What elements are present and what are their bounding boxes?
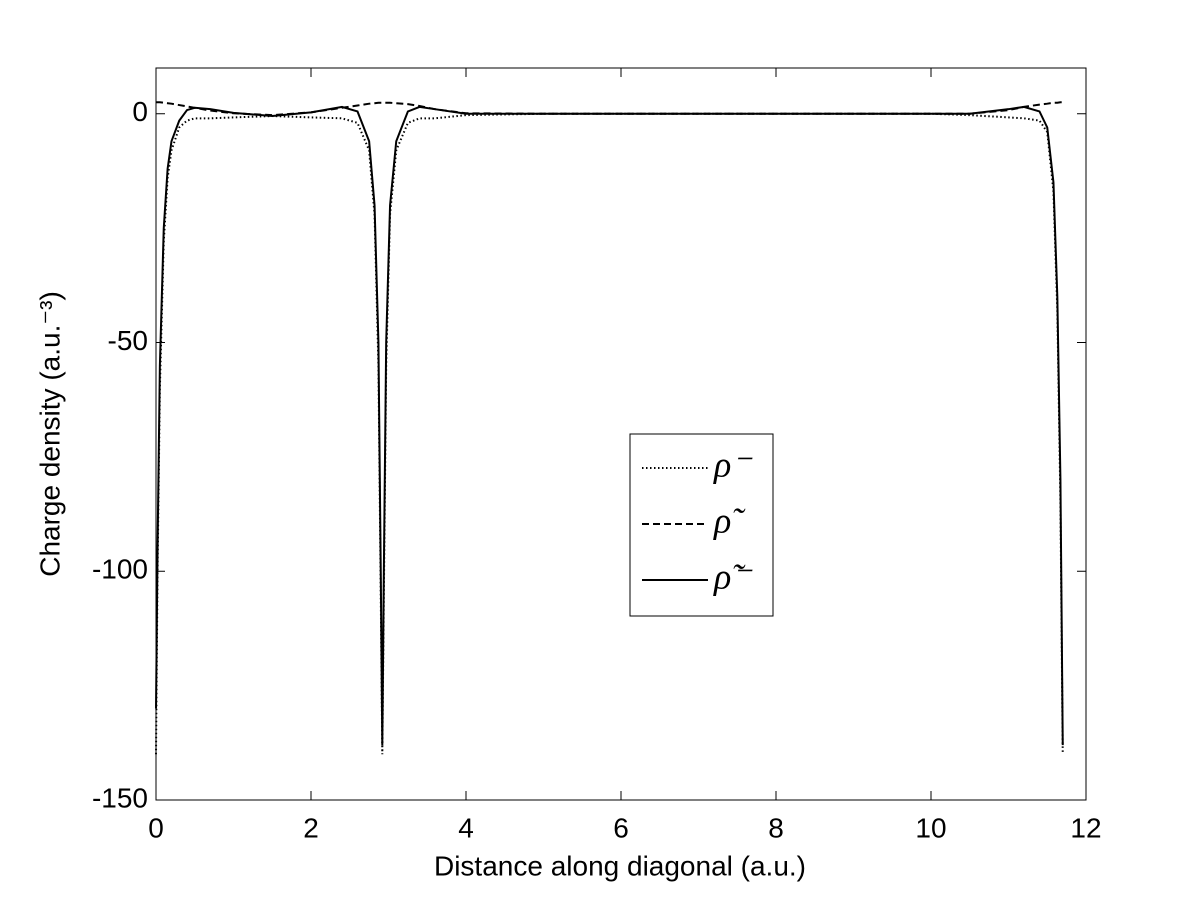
legend-label: ρ̃⁻ <box>713 556 753 596</box>
x-tick-label: 8 <box>768 812 784 843</box>
data-line <box>156 101 1063 117</box>
legend-label: ρ⁻ <box>713 444 753 484</box>
x-tick-label: 10 <box>915 812 946 843</box>
y-tick-label: -100 <box>92 554 148 585</box>
x-tick-label: 6 <box>613 812 629 843</box>
x-tick-label: 12 <box>1070 812 1101 843</box>
y-tick-label: 0 <box>132 96 148 127</box>
x-axis-label: Distance along diagonal (a.u.) <box>434 850 806 881</box>
y-axis-label: Charge density (a.u.⁻³) <box>34 291 65 577</box>
x-tick-label: 0 <box>148 812 164 843</box>
y-tick-label: -150 <box>92 782 148 813</box>
x-tick-label: 2 <box>303 812 319 843</box>
x-tick-label: 4 <box>458 812 474 843</box>
y-tick-label: -50 <box>108 325 148 356</box>
data-line <box>155 105 1064 746</box>
